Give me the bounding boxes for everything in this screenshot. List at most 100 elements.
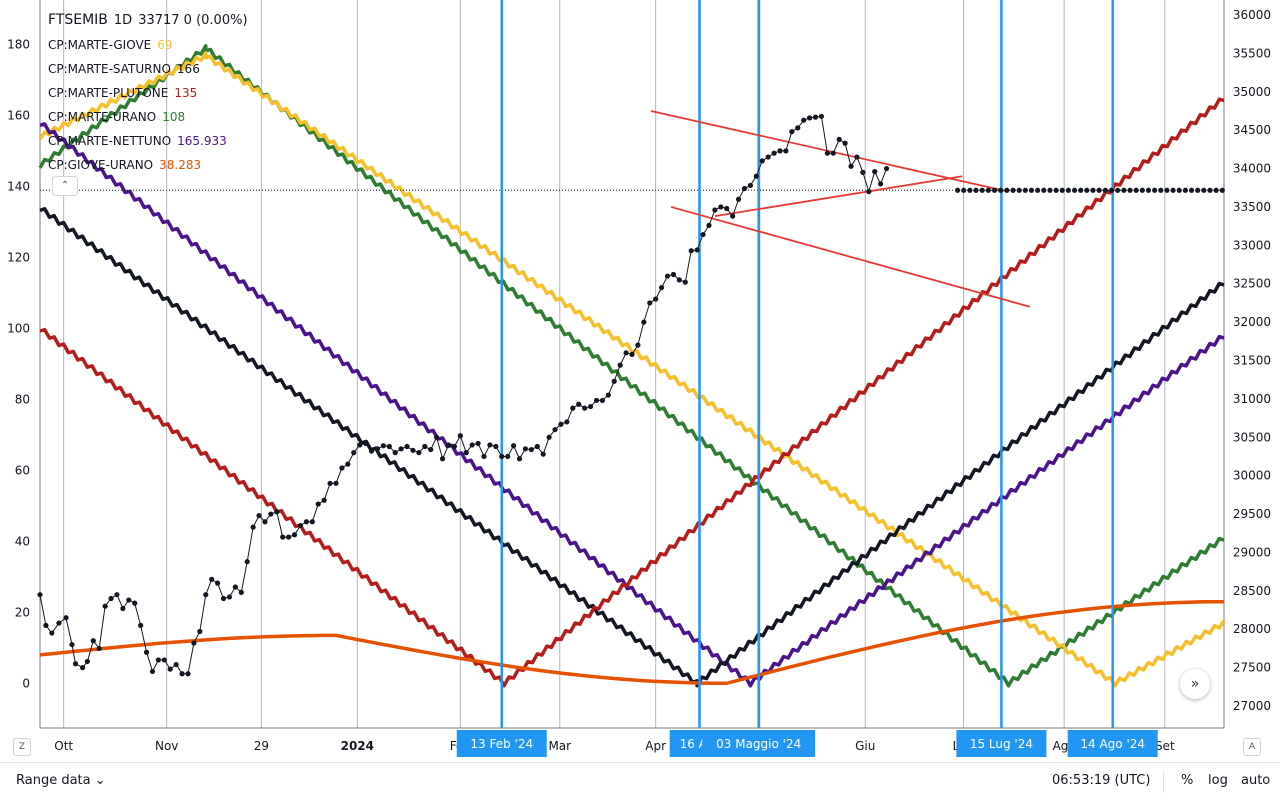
scroll-to-realtime-button[interactable]: »	[1180, 669, 1210, 699]
price-point	[410, 447, 416, 453]
divider	[1163, 771, 1164, 793]
price-point	[576, 401, 582, 407]
price-point	[528, 446, 534, 453]
price-point	[357, 442, 363, 448]
legend-collapse-button[interactable]: ⌃	[52, 176, 78, 196]
price-point	[516, 456, 523, 462]
indicator-line-giove-urano	[39, 599, 1225, 686]
price-point	[611, 378, 617, 384]
range-data-button[interactable]: Range data ⌄	[16, 773, 106, 788]
auto-scale-toggle[interactable]: auto	[1241, 773, 1271, 788]
price-point	[114, 592, 120, 598]
symbol-label[interactable]: FTSEMIB	[48, 12, 108, 28]
timeframe-label[interactable]: 1D	[113, 13, 133, 28]
right-tick-label: 34000	[1233, 162, 1271, 176]
projection-point	[1035, 187, 1041, 193]
price-point	[422, 443, 428, 450]
x-tick-label: Nov	[155, 739, 178, 753]
price-point	[878, 181, 884, 187]
x-tick-label: Mar	[548, 739, 571, 753]
price-point	[428, 446, 434, 453]
right-tick-label: 35500	[1233, 46, 1271, 60]
legend-item[interactable]: CP:MARTE-GIOVE 69	[48, 33, 248, 57]
price-point	[587, 403, 594, 410]
legend-item-value: 166	[176, 62, 200, 76]
utc-clock[interactable]: 06:53:19 (UTC)	[1052, 773, 1151, 788]
legend-item[interactable]: CP:MARTE-URANO 108	[48, 105, 248, 129]
price-point	[434, 434, 440, 440]
price-point	[558, 421, 564, 427]
projection-point	[991, 187, 998, 193]
price-point	[635, 342, 641, 348]
legend-item[interactable]: CP:MARTE-SATURNO 166	[48, 57, 248, 81]
price-point	[69, 641, 75, 648]
projection-point	[1028, 187, 1035, 193]
price-point	[552, 427, 558, 433]
a-button[interactable]: A	[1243, 738, 1261, 756]
x-tick-label: Apr	[645, 739, 666, 753]
right-tick-label: 29500	[1233, 507, 1271, 521]
price-point	[801, 117, 807, 123]
price-info: 33717 0 (0.00%)	[138, 13, 248, 28]
projection-point	[1004, 187, 1010, 193]
price-point	[215, 580, 221, 586]
left-tick-label: 100	[7, 322, 30, 336]
price-point	[351, 450, 357, 456]
price-point	[724, 205, 730, 212]
chart-canvas[interactable]: 0 20 40 60 80 100 120 140 160 180 27000 27500 28000 2…	[0, 0, 1280, 762]
price-point	[220, 595, 227, 602]
price-point	[777, 148, 783, 154]
price-point	[469, 442, 475, 448]
marker-label: 03 Maggio '24	[716, 737, 801, 751]
price-point	[191, 640, 197, 646]
price-point	[161, 657, 167, 663]
price-point	[593, 397, 600, 404]
legend-item-value: 165.933	[177, 134, 227, 148]
price-point	[197, 628, 203, 635]
price-point	[398, 446, 404, 452]
price-point	[599, 397, 606, 404]
price-point	[132, 600, 138, 606]
right-tick-label: 29000	[1233, 545, 1271, 559]
projection-point	[979, 187, 985, 193]
price-point	[404, 443, 410, 450]
marker-label-bg	[956, 730, 1047, 757]
legend-item[interactable]: CP:GIOVE-URANO 38.283	[48, 153, 248, 177]
marker-label-bg	[456, 730, 547, 757]
price-point	[80, 665, 86, 671]
projection-point	[1213, 187, 1219, 193]
price-point	[262, 519, 268, 525]
log-scale-toggle[interactable]: log	[1208, 773, 1228, 788]
projection-point	[1170, 187, 1176, 193]
price-point	[623, 350, 629, 356]
price-point	[522, 446, 529, 452]
projection-point	[1164, 187, 1170, 193]
chevron-up-icon: ⌃	[60, 180, 70, 191]
price-point	[439, 456, 446, 462]
price-point	[291, 532, 298, 538]
marker-label: 13 Feb '24	[470, 737, 533, 751]
price-point	[37, 592, 43, 598]
legend-item[interactable]: CP:MARTE-NETTUNO 165.933	[48, 129, 248, 153]
price-point	[653, 296, 659, 302]
price-point	[706, 222, 712, 228]
legend-item[interactable]: CP:MARTE-PLUTONE 135	[48, 81, 248, 105]
legend-item-value: 108	[162, 110, 186, 124]
marker-label-bg	[1067, 730, 1158, 757]
marker-label: 14 Ago '24	[1080, 737, 1145, 751]
price-point	[735, 196, 742, 202]
price-point	[718, 204, 724, 210]
z-button[interactable]: Z	[13, 738, 31, 756]
projection-point	[1188, 187, 1195, 193]
price-point	[297, 522, 304, 529]
bottom-toolbar: Range data ⌄ 06:53:19 (UTC) % log auto	[0, 762, 1280, 801]
price-point	[179, 671, 185, 677]
projection-point	[1115, 187, 1121, 193]
double-chevron-right-icon: »	[1190, 676, 1200, 692]
price-point	[848, 163, 854, 169]
price-point	[499, 453, 505, 460]
price-point	[457, 433, 463, 439]
percent-scale-toggle[interactable]: %	[1181, 773, 1194, 788]
price-point	[138, 622, 144, 628]
left-tick-label: 140	[7, 180, 30, 194]
